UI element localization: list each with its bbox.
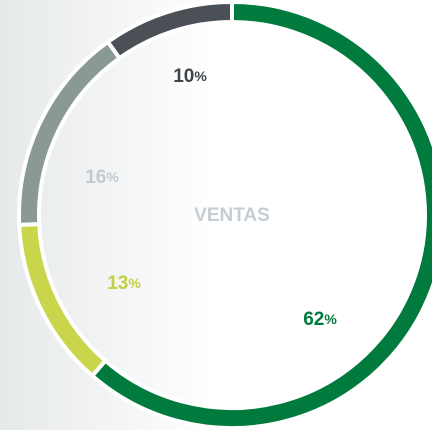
donut-segment xyxy=(105,0,234,61)
center-title: VENTAS xyxy=(194,205,270,226)
value-number: 62 xyxy=(303,309,324,330)
value-number: 10 xyxy=(173,66,194,87)
value-number: 16 xyxy=(85,167,106,188)
value-unit: % xyxy=(106,169,119,185)
value-label: 13% xyxy=(107,273,141,294)
value-unit: % xyxy=(128,275,141,291)
value-label: 16% xyxy=(85,167,119,188)
value-unit: % xyxy=(324,311,337,327)
value-label: 62% xyxy=(303,309,337,330)
value-number: 13 xyxy=(107,273,128,294)
value-unit: % xyxy=(194,68,207,84)
value-label: 10% xyxy=(173,66,207,87)
